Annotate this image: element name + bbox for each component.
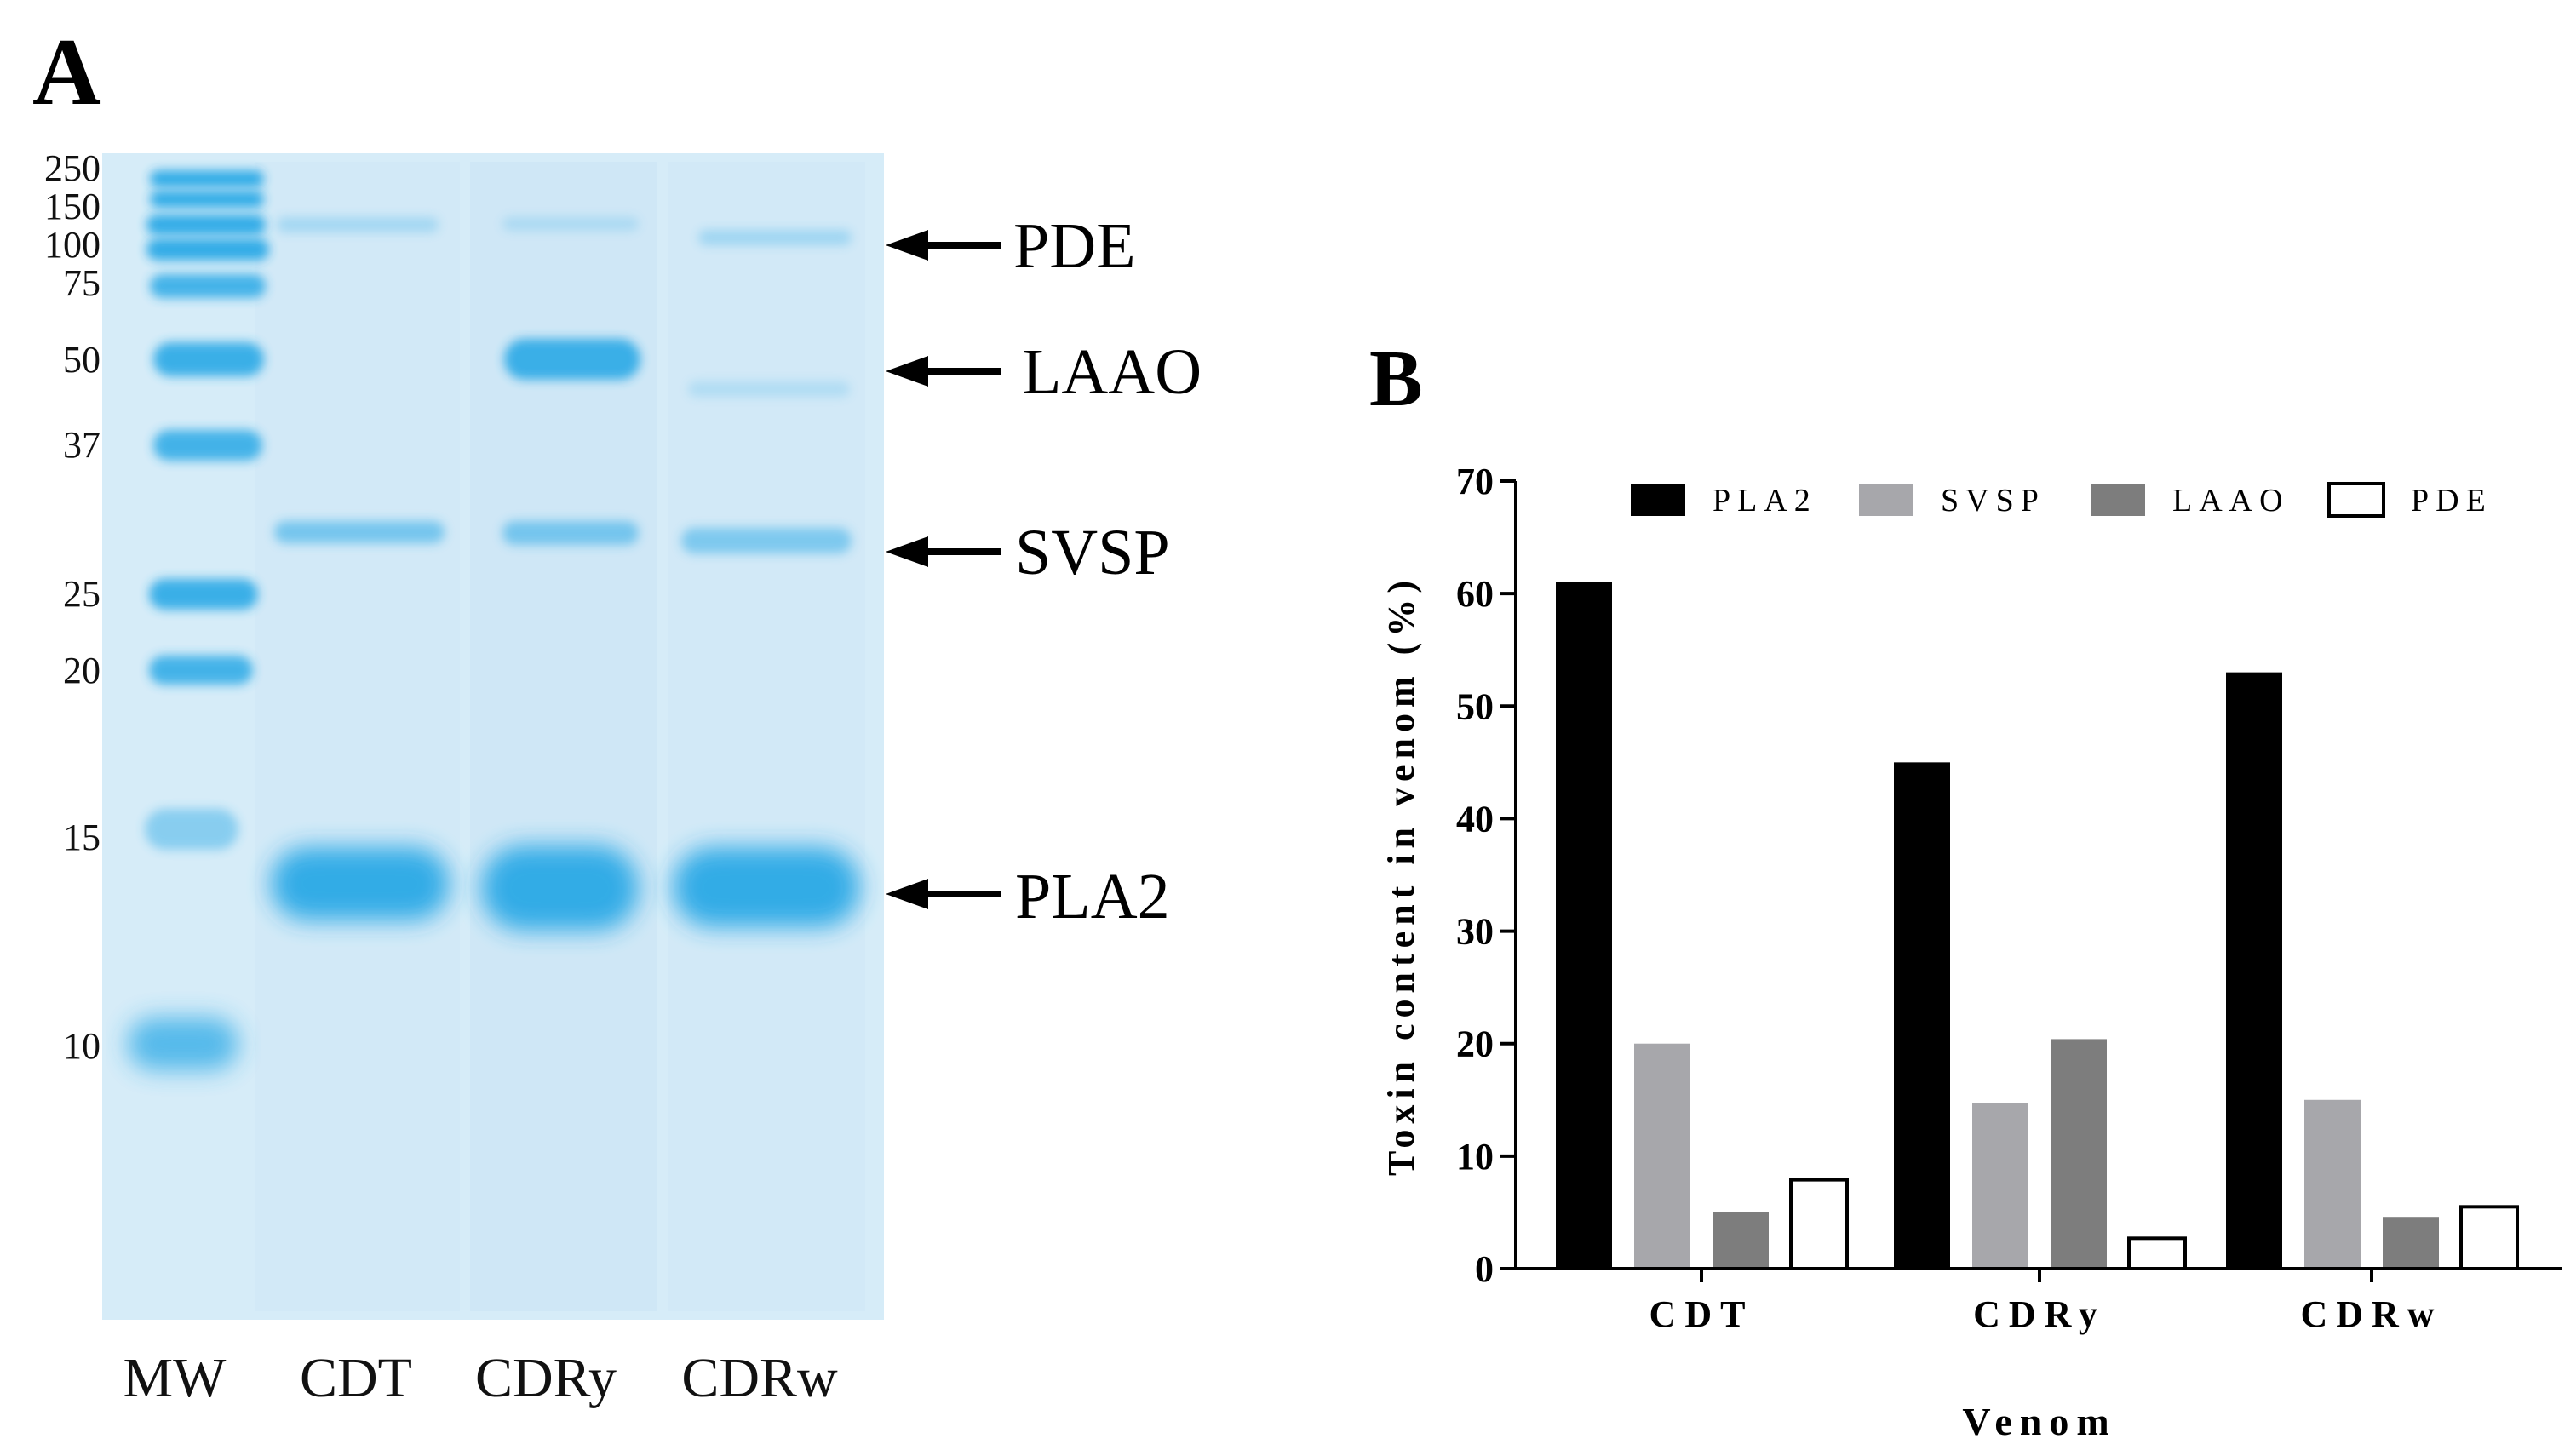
lane-label-cdrw: CDRw <box>681 1347 838 1409</box>
arrow-head <box>886 879 928 909</box>
annotation-pla2: PLA2 <box>886 861 1170 932</box>
y-tick-label: 40 <box>1456 798 1494 840</box>
arrow-head <box>886 356 928 387</box>
bar-pde-cdry <box>2127 1236 2187 1270</box>
annotation-laao: LAAO <box>886 336 1202 408</box>
x-tick-label: CDRw <box>2300 1293 2442 1335</box>
gel-band <box>274 521 445 543</box>
legend-label: PLA2 <box>1713 483 1817 519</box>
mw-label: 15 <box>63 817 100 858</box>
y-tick-label: 10 <box>1456 1136 1494 1178</box>
bar-pla2-cdrw <box>2226 672 2282 1269</box>
panel-b-letter: B <box>1369 335 1423 423</box>
legend-label: LAAO <box>2172 483 2290 519</box>
bar-svsp-cdrw <box>2304 1099 2361 1269</box>
gel-bands <box>128 170 860 1070</box>
gel-band <box>681 528 852 553</box>
mw-label: 37 <box>63 424 100 466</box>
gel-lane-shade <box>255 162 460 1311</box>
bar-laao-cdry <box>2051 1039 2107 1269</box>
bar-pde-cdt <box>1789 1178 1849 1271</box>
gel-band <box>271 847 450 920</box>
mw-label: 10 <box>63 1025 100 1067</box>
y-axis-ticks: 0 10 20 30 40 50 60 70 <box>1456 461 1516 1290</box>
gel-band <box>149 656 253 685</box>
x-axis-ticks: CDT CDRy CDRw <box>1649 1269 2442 1335</box>
y-axis-title: Toxin content in venom (%) <box>1380 575 1422 1176</box>
gel-band <box>145 809 238 850</box>
bar-pla2-cdry <box>1894 762 1950 1269</box>
gel-band <box>150 191 264 208</box>
legend: PLA2 SVSP LAAO PDE <box>1631 482 2493 519</box>
mw-label: 50 <box>63 339 100 381</box>
gel-band <box>502 521 639 545</box>
x-tick-label: CDRy <box>1973 1293 2106 1335</box>
annotation-label: LAAO <box>1022 336 1202 408</box>
mw-label: 20 <box>63 650 100 691</box>
gel-band <box>150 170 264 187</box>
gel-panel <box>102 153 884 1320</box>
annotation-label: PLA2 <box>1015 861 1170 932</box>
legend-swatch <box>1631 484 1685 516</box>
bar-chart: 0 10 20 30 40 50 60 70 CDT CDRy CDRw Toxin conten… <box>1380 461 2562 1443</box>
annotation-svsp: SVSP <box>886 517 1170 588</box>
gel-band <box>146 238 269 261</box>
legend-swatch <box>2091 484 2145 516</box>
y-tick-label: 70 <box>1456 461 1494 502</box>
gel-lane-shade <box>668 162 865 1311</box>
lane-label-mw: MW <box>123 1347 227 1409</box>
legend-label: SVSP <box>1941 483 2045 519</box>
x-axis-title: Venom <box>1962 1400 2116 1443</box>
band-annotations: PDE LAAO SVSP PLA2 <box>886 210 1202 932</box>
x-tick-label: CDT <box>1649 1293 1754 1335</box>
bar-laao-cdrw <box>2383 1217 2439 1269</box>
gel-band <box>150 274 266 298</box>
gel-band <box>673 847 860 927</box>
annotation-pde: PDE <box>886 210 1136 282</box>
lane-labels: MW CDT CDRy CDRw <box>123 1347 839 1409</box>
annotation-label: SVSP <box>1015 517 1170 588</box>
arrow-head <box>886 536 928 567</box>
lane-label-cdry: CDRy <box>475 1347 617 1409</box>
gel-band <box>277 217 439 232</box>
mw-label: 75 <box>63 262 100 304</box>
annotation-label: PDE <box>1013 210 1136 282</box>
bar-pla2-cdt <box>1556 582 1612 1269</box>
legend-label: PDE <box>2411 483 2493 519</box>
y-tick-label: 20 <box>1456 1023 1494 1065</box>
gel-band <box>153 430 262 461</box>
gel-band <box>698 230 852 245</box>
y-tick-label: 30 <box>1456 911 1494 953</box>
y-tick-label: 50 <box>1456 685 1494 727</box>
bar-svsp-cdry <box>1972 1103 2028 1269</box>
gel-band <box>128 1017 238 1070</box>
y-tick-label: 60 <box>1456 573 1494 615</box>
gel-band <box>481 845 639 931</box>
bar-laao-cdt <box>1713 1212 1769 1269</box>
gel-band <box>153 342 264 376</box>
gel-band <box>502 217 639 231</box>
gel-band <box>149 579 258 610</box>
y-tick-label: 0 <box>1475 1248 1494 1290</box>
gel-band <box>146 215 266 235</box>
gel-band <box>688 381 850 397</box>
gel-band <box>504 339 640 380</box>
mw-marker-labels: 250 150 100 75 50 37 25 20 15 10 <box>44 147 100 1067</box>
panel-a-letter: A <box>32 20 101 125</box>
legend-swatch <box>2327 482 2385 518</box>
bar-pde-cdrw <box>2459 1205 2519 1270</box>
bar-svsp-cdt <box>1634 1043 1690 1269</box>
mw-label: 25 <box>63 573 100 615</box>
mw-label: 250 <box>44 147 100 189</box>
arrow-head <box>886 230 928 261</box>
gel-lane-shade <box>470 162 657 1311</box>
chart-bars <box>1556 582 2519 1271</box>
legend-swatch <box>1859 484 1913 516</box>
mw-label: 100 <box>44 224 100 266</box>
mw-label: 150 <box>44 186 100 227</box>
lane-label-cdt: CDT <box>300 1347 412 1409</box>
